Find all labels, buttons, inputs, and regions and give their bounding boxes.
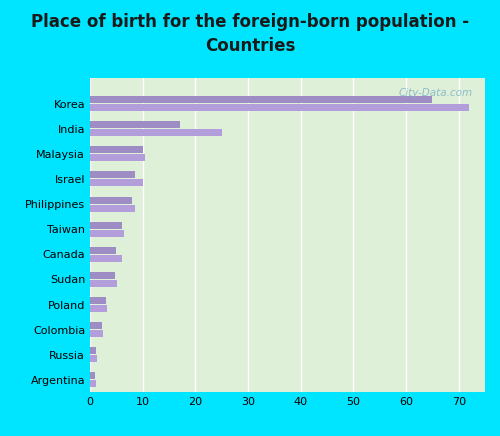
Text: City-Data.com: City-Data.com: [399, 88, 473, 98]
Bar: [90, 96, 432, 103]
Bar: [90, 171, 135, 178]
Bar: [90, 197, 132, 204]
Bar: [90, 247, 117, 254]
Bar: [90, 255, 122, 262]
Bar: [90, 347, 96, 354]
Bar: [90, 129, 222, 136]
Bar: [90, 204, 135, 211]
Bar: [90, 104, 469, 111]
Bar: [90, 380, 96, 387]
Bar: [90, 322, 102, 329]
Bar: [90, 146, 142, 153]
Bar: [90, 305, 107, 312]
Bar: [90, 230, 124, 237]
Bar: [90, 121, 180, 128]
Bar: [90, 221, 122, 228]
Bar: [90, 154, 146, 161]
Text: Place of birth for the foreign-born population -
Countries: Place of birth for the foreign-born popu…: [31, 13, 469, 54]
Bar: [90, 280, 118, 287]
Bar: [90, 372, 96, 379]
Bar: [90, 330, 103, 337]
Bar: [90, 180, 142, 187]
Bar: [90, 272, 116, 279]
Bar: [90, 355, 97, 362]
Bar: [90, 297, 106, 304]
